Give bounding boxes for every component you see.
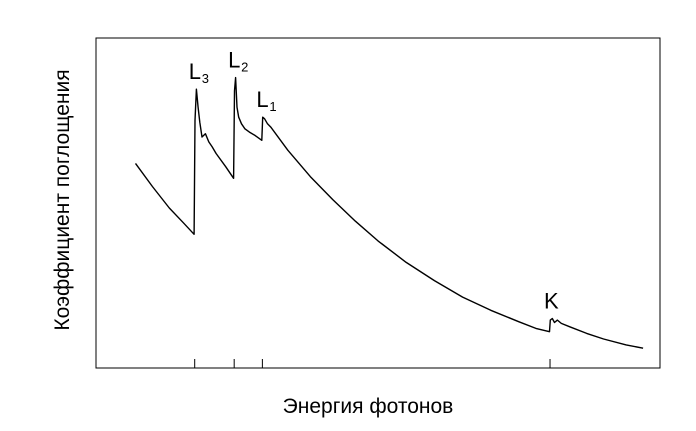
plot-frame — [95, 37, 661, 369]
edge-label-sub-2: 2 — [241, 60, 248, 75]
x-ticks — [194, 359, 551, 368]
x-axis-label: Энергия фотонов — [283, 395, 454, 418]
absorption-curve — [134, 76, 644, 349]
edge-label-sub-3: 1 — [269, 99, 276, 114]
edge-label-4: K — [544, 289, 559, 314]
edge-label-1: L — [189, 59, 201, 84]
y-axis-label: Коэффициент поглощения — [51, 69, 74, 330]
edge-label-2: L — [228, 48, 240, 73]
edge-label-sub-1: 3 — [202, 71, 209, 86]
edge-labels: L 3L 2L 1K — [189, 48, 559, 314]
edge-label-3: L — [256, 87, 268, 112]
